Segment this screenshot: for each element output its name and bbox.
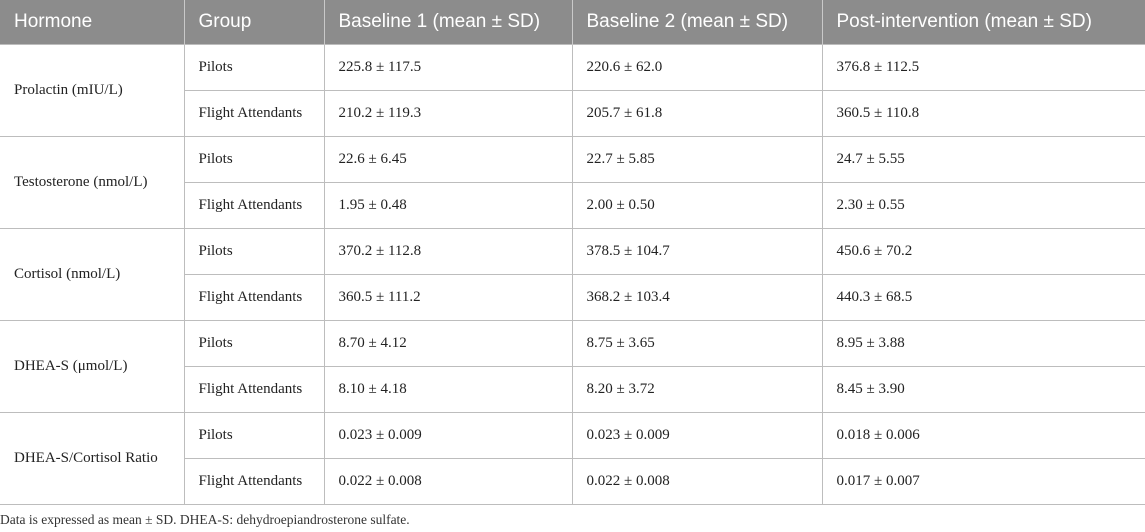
group-cell: Flight Attendants <box>184 181 325 229</box>
header-baseline-2: Baseline 2 (mean ± SD) <box>571 0 822 44</box>
table-row: DHEA-S/Cortisol Ratio Pilots 0.023 ± 0.0… <box>0 411 1145 505</box>
table-row: Flight Attendants 0.022 ± 0.008 0.022 ± … <box>0 457 1145 505</box>
post-cell: 2.30 ± 0.55 <box>821 181 1145 229</box>
post-cell: 0.017 ± 0.007 <box>821 457 1145 505</box>
post-cell: 0.018 ± 0.006 <box>821 411 1145 459</box>
baseline1-cell: 370.2 ± 112.8 <box>323 227 573 275</box>
table-row: Flight Attendants 360.5 ± 111.2 368.2 ± … <box>0 273 1145 321</box>
baseline1-cell: 1.95 ± 0.48 <box>323 181 573 229</box>
hormone-table: Hormone Group Baseline 1 (mean ± SD) Bas… <box>0 0 1145 505</box>
header-baseline-1: Baseline 1 (mean ± SD) <box>323 0 572 44</box>
post-cell: 8.95 ± 3.88 <box>821 319 1145 367</box>
group-cell: Pilots <box>183 135 325 183</box>
post-cell: 24.7 ± 5.55 <box>821 135 1145 183</box>
hormone-cell: Prolactin (mIU/L) <box>0 43 185 137</box>
baseline2-cell: 205.7 ± 61.8 <box>571 89 823 137</box>
baseline1-cell: 360.5 ± 111.2 <box>323 273 573 321</box>
header-post-intervention: Post-intervention (mean ± SD) <box>821 0 1145 44</box>
baseline2-cell: 8.75 ± 3.65 <box>571 319 823 367</box>
hormone-cell: Cortisol (nmol/L) <box>0 227 185 321</box>
baseline2-cell: 378.5 ± 104.7 <box>571 227 823 275</box>
group-cell: Pilots <box>183 411 325 459</box>
table-header-row: Hormone Group Baseline 1 (mean ± SD) Bas… <box>0 0 1145 44</box>
post-cell: 376.8 ± 112.5 <box>821 43 1145 91</box>
baseline2-cell: 0.022 ± 0.008 <box>571 457 823 505</box>
baseline1-cell: 8.10 ± 4.18 <box>323 365 573 413</box>
header-group: Group <box>183 0 324 44</box>
group-cell: Pilots <box>183 227 325 275</box>
post-cell: 8.45 ± 3.90 <box>821 365 1145 413</box>
baseline1-cell: 225.8 ± 117.5 <box>323 43 573 91</box>
baseline2-cell: 2.00 ± 0.50 <box>571 181 823 229</box>
group-cell: Flight Attendants <box>184 457 325 505</box>
baseline2-cell: 22.7 ± 5.85 <box>571 135 823 183</box>
header-hormone: Hormone <box>0 0 184 44</box>
post-cell: 360.5 ± 110.8 <box>821 89 1145 137</box>
post-cell: 440.3 ± 68.5 <box>821 273 1145 321</box>
table-container: Hormone Group Baseline 1 (mean ± SD) Bas… <box>0 0 1145 505</box>
baseline2-cell: 368.2 ± 103.4 <box>571 273 823 321</box>
table-row: Flight Attendants 1.95 ± 0.48 2.00 ± 0.5… <box>0 181 1145 229</box>
baseline1-cell: 0.022 ± 0.008 <box>323 457 573 505</box>
baseline1-cell: 22.6 ± 6.45 <box>323 135 573 183</box>
hormone-cell: DHEA-S/Cortisol Ratio <box>0 411 185 505</box>
table-row: Prolactin (mIU/L) Pilots 225.8 ± 117.5 2… <box>0 43 1145 137</box>
post-cell: 450.6 ± 70.2 <box>821 227 1145 275</box>
table-row: Flight Attendants 8.10 ± 4.18 8.20 ± 3.7… <box>0 365 1145 413</box>
table-footnote: Data is expressed as mean ± SD. DHEA-S: … <box>0 512 410 527</box>
baseline1-cell: 0.023 ± 0.009 <box>323 411 573 459</box>
table-row: Cortisol (nmol/L) Pilots 370.2 ± 112.8 3… <box>0 227 1145 321</box>
baseline2-cell: 220.6 ± 62.0 <box>571 43 823 91</box>
hormone-cell: DHEA-S (μmol/L) <box>0 319 185 413</box>
table-row: DHEA-S (μmol/L) Pilots 8.70 ± 4.12 8.75 … <box>0 319 1145 413</box>
table-row: Testosterone (nmol/L) Pilots 22.6 ± 6.45… <box>0 135 1145 229</box>
group-cell: Flight Attendants <box>184 273 325 321</box>
hormone-cell: Testosterone (nmol/L) <box>0 135 185 229</box>
group-cell: Pilots <box>183 43 325 91</box>
group-cell: Flight Attendants <box>184 89 325 137</box>
baseline2-cell: 0.023 ± 0.009 <box>571 411 823 459</box>
baseline2-cell: 8.20 ± 3.72 <box>571 365 823 413</box>
baseline1-cell: 8.70 ± 4.12 <box>323 319 573 367</box>
baseline1-cell: 210.2 ± 119.3 <box>323 89 573 137</box>
group-cell: Flight Attendants <box>184 365 325 413</box>
group-cell: Pilots <box>183 319 325 367</box>
